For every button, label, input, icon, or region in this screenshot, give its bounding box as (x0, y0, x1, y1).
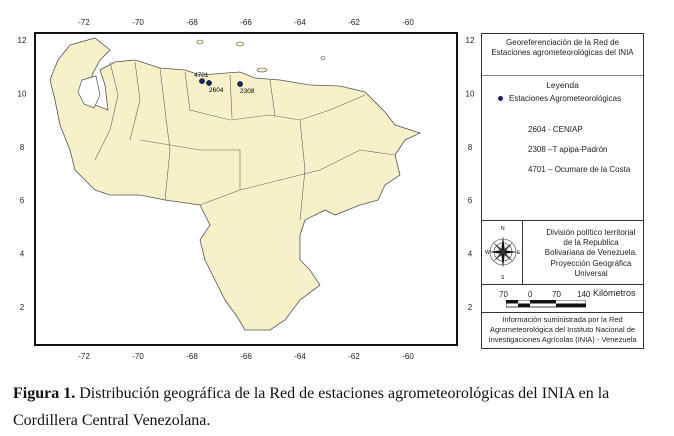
lat-tick-label-left: 10 (18, 89, 27, 98)
svg-text:W: W (485, 250, 490, 256)
compass-rose-icon: N S W E (485, 226, 521, 281)
lat-tick-label-right: 2 (468, 303, 473, 312)
lat-tick-label-right: 10 (466, 89, 475, 98)
entry: 4701 – Ocumare de la Costa (528, 165, 631, 174)
lat-tick-label-left: 4 (20, 250, 25, 259)
caption-label: Figura 1. (13, 385, 76, 402)
station-label: 4701 (194, 72, 209, 79)
entry: 2604 - CENIAP (528, 125, 583, 134)
scale-label: 70 (499, 290, 508, 299)
lat-tick-label-left: 6 (20, 196, 25, 205)
station-marker (206, 80, 212, 86)
lat-tick-label-right: 4 (468, 250, 473, 259)
station-label: 2308 (240, 88, 255, 95)
lon-tick-label-top: -66 (240, 18, 252, 27)
lat-tick-label-right: 6 (468, 196, 473, 205)
scale-unit: Kilómetros (593, 288, 636, 298)
caption-text: Distribución geográfica de la Red de est… (13, 385, 610, 429)
source-text: Información suministrada por la Red Agro… (488, 315, 637, 344)
scale-label: 0 (528, 290, 533, 299)
scale-label: 140 (577, 290, 591, 299)
lon-tick-label-bottom: -72 (78, 352, 90, 361)
lon-tick-label-top: -72 (78, 18, 90, 27)
lat-tick-label-left: 8 (20, 143, 25, 152)
lat-tick-label-right: 8 (468, 143, 473, 152)
station-marker (199, 78, 205, 84)
islands (196, 39, 326, 73)
state-boundaries (94, 61, 396, 221)
lon-tick-label-top: -70 (132, 18, 144, 27)
scale-label: 70 (552, 290, 561, 299)
lon-tick-label-bottom: -68 (186, 352, 198, 361)
lon-tick-label-top: -68 (186, 18, 198, 27)
svg-text:N: N (501, 226, 505, 232)
lon-tick-label-top: -60 (402, 18, 414, 27)
lon-tick-label-top: -64 (294, 18, 306, 27)
lon-tick-label-top: -62 (348, 18, 360, 27)
legend-symbol: Estaciones Agrometeorológicas (498, 94, 621, 103)
figure-caption: Figura 1. Distribución geográfica de la … (13, 380, 663, 434)
entry: 2308 –T apipa-Padrón (528, 145, 608, 154)
lat-tick-label-left: 2 (20, 303, 25, 312)
lake-maracaibo (77, 75, 101, 109)
station-dot-icon (498, 96, 503, 101)
projection-text: Proyección Geográfica Universal (550, 259, 632, 278)
lon-tick-label-bottom: -64 (294, 352, 306, 361)
lat-tick-label-right: 12 (466, 36, 475, 45)
svg-text:E: E (517, 250, 521, 256)
lat-tick-label-left: 12 (18, 36, 27, 45)
division-text: División político territorial de la Repu… (544, 228, 638, 257)
lon-tick-label-bottom: -66 (240, 352, 252, 361)
lon-tick-label-bottom: -70 (132, 352, 144, 361)
station-marker (237, 81, 243, 87)
lon-tick-label-bottom: -62 (348, 352, 360, 361)
svg-text:S: S (501, 275, 505, 281)
lon-tick-label-bottom: -60 (402, 352, 414, 361)
legend-heading: Leyenda (546, 80, 579, 90)
symbol-label: Estaciones Agrometeorológicas (509, 94, 622, 103)
legend-panel: Georeferenciación de la Red de Estacione… (481, 33, 644, 349)
graticule-labels: -72 -72 -70 -70 -68 -68 -66 -66 -64 -64 -62 -62 -60 -… (18, 18, 475, 361)
stations: 4701 2604 2308 (194, 72, 255, 95)
station-label: 2604 (209, 87, 224, 94)
legend-title: Georeferenciación de la Red de Estacione… (491, 38, 634, 57)
